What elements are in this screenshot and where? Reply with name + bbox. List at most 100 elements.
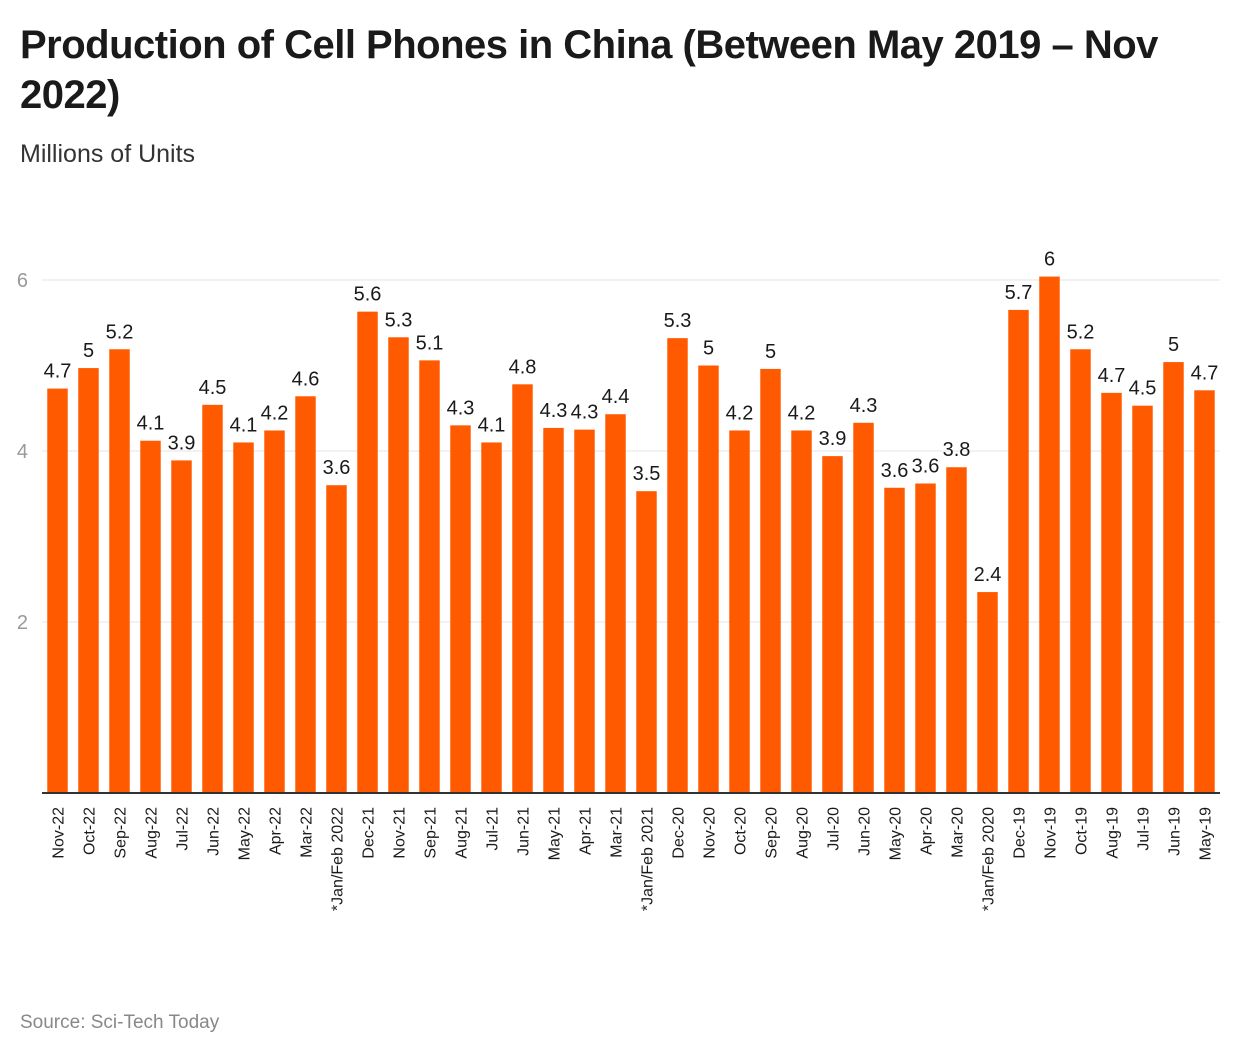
data-label: 3.5 [633,463,661,485]
bar [202,404,223,793]
bar [853,422,874,793]
bar [419,360,440,793]
bars [47,276,1215,794]
data-label: 2.4 [974,564,1002,586]
x-tick-label: May-20 [888,807,905,860]
data-label: 4.5 [1129,378,1157,400]
bar [605,414,626,793]
bar [1101,392,1122,793]
x-tick-label: *Jan/Feb 2022 [330,807,347,911]
bar [47,388,68,793]
x-tick-label: Aug-19 [1105,807,1122,859]
data-label: 3.6 [881,460,909,482]
x-tick-label: Jul-22 [175,807,192,851]
x-tick-label: Dec-21 [361,807,378,859]
bar [450,425,471,793]
data-label: 3.9 [819,428,847,450]
x-tick-label: Aug-22 [144,807,161,859]
x-tick-label: Apr-22 [268,807,285,855]
x-tick-label: Jun-21 [516,807,533,856]
data-labels: 4.755.24.13.94.54.14.24.63.65.65.35.14.3… [44,249,1219,586]
x-tick-label: *Jan/Feb 2020 [981,807,998,911]
x-tick-label: Oct-22 [82,807,99,855]
data-label: 4.2 [788,402,816,424]
bar [295,396,316,793]
x-tick-label: Mar-21 [609,807,626,858]
x-tick-label: Nov-22 [51,807,68,859]
data-label: 4.1 [478,414,506,436]
bar [357,311,378,793]
data-label: 4.7 [1191,362,1219,384]
x-tick-label: Jun-19 [1167,807,1184,856]
x-tick-label: Jul-19 [1136,807,1153,851]
data-label: 6 [1044,249,1055,271]
bar [884,487,905,793]
x-tick-label: Oct-20 [733,807,750,855]
data-label: 4.4 [602,386,630,408]
x-tick-label: Jul-20 [826,807,843,851]
data-label: 4.1 [137,413,165,435]
x-tick-label: Mar-22 [299,807,316,858]
bar [512,384,533,793]
data-label: 4.3 [571,402,599,424]
data-label: 4.6 [292,368,320,390]
bar [1132,405,1153,793]
data-label: 5.3 [664,310,692,332]
x-tick-label: Sep-20 [764,807,781,859]
x-tick-label: Sep-21 [423,807,440,859]
data-label: 5 [703,338,714,360]
x-tick-label: Nov-21 [392,807,409,859]
bar [543,427,564,793]
y-tick-label: 2 [17,612,28,634]
x-tick-label: Aug-21 [454,807,471,859]
data-label: 4.3 [540,400,568,422]
chart-subtitle: Millions of Units [20,140,196,168]
x-tick-label: Apr-21 [578,807,595,855]
source-note: Source: Sci-Tech Today [20,1012,220,1033]
bar [915,483,936,793]
data-label: 3.6 [912,455,940,477]
bar [977,592,998,793]
bar [760,368,781,793]
bar [109,349,130,793]
data-label: 5 [765,341,776,363]
x-tick-label: Nov-20 [702,807,719,859]
x-tick-label: Aug-20 [795,807,812,859]
data-label: 4.8 [509,356,537,378]
data-label: 5.1 [416,332,444,354]
x-tick-label: Nov-19 [1043,807,1060,859]
bar [1163,362,1184,793]
data-label: 4.2 [261,402,289,424]
x-tick-label: *Jan/Feb 2021 [640,807,657,911]
data-label: 5 [83,340,94,362]
bar [1194,390,1215,793]
data-label: 5.6 [354,284,382,306]
x-tick-label: May-22 [237,807,254,860]
x-tick-label: Jun-22 [206,807,223,856]
data-label: 4.3 [850,395,878,417]
data-label: 4.5 [199,377,227,399]
x-tick-label: Jun-20 [857,807,874,856]
data-label: 5.7 [1005,282,1033,304]
chart-title: Production of Cell Phones in China (Betw… [20,23,1158,117]
bar [822,456,843,793]
x-tick-label: Dec-19 [1012,807,1029,859]
data-label: 5 [1168,334,1179,356]
bar [667,338,688,793]
data-label: 3.8 [943,439,971,461]
bar [481,442,502,793]
bar [326,485,347,793]
x-tick-label: Dec-20 [671,807,688,859]
data-label: 4.7 [44,361,72,383]
data-label: 4.3 [447,397,475,419]
x-tick-label: May-19 [1198,807,1215,860]
bar [1039,276,1060,794]
data-label: 5.2 [106,321,134,343]
bar [264,430,285,793]
y-axis-ticks: 2 4 6 [17,270,28,634]
x-tick-label: Apr-20 [919,807,936,855]
data-label: 4.1 [230,414,258,436]
y-tick-label: 4 [17,441,28,463]
bar [1070,349,1091,793]
bar [791,430,812,793]
